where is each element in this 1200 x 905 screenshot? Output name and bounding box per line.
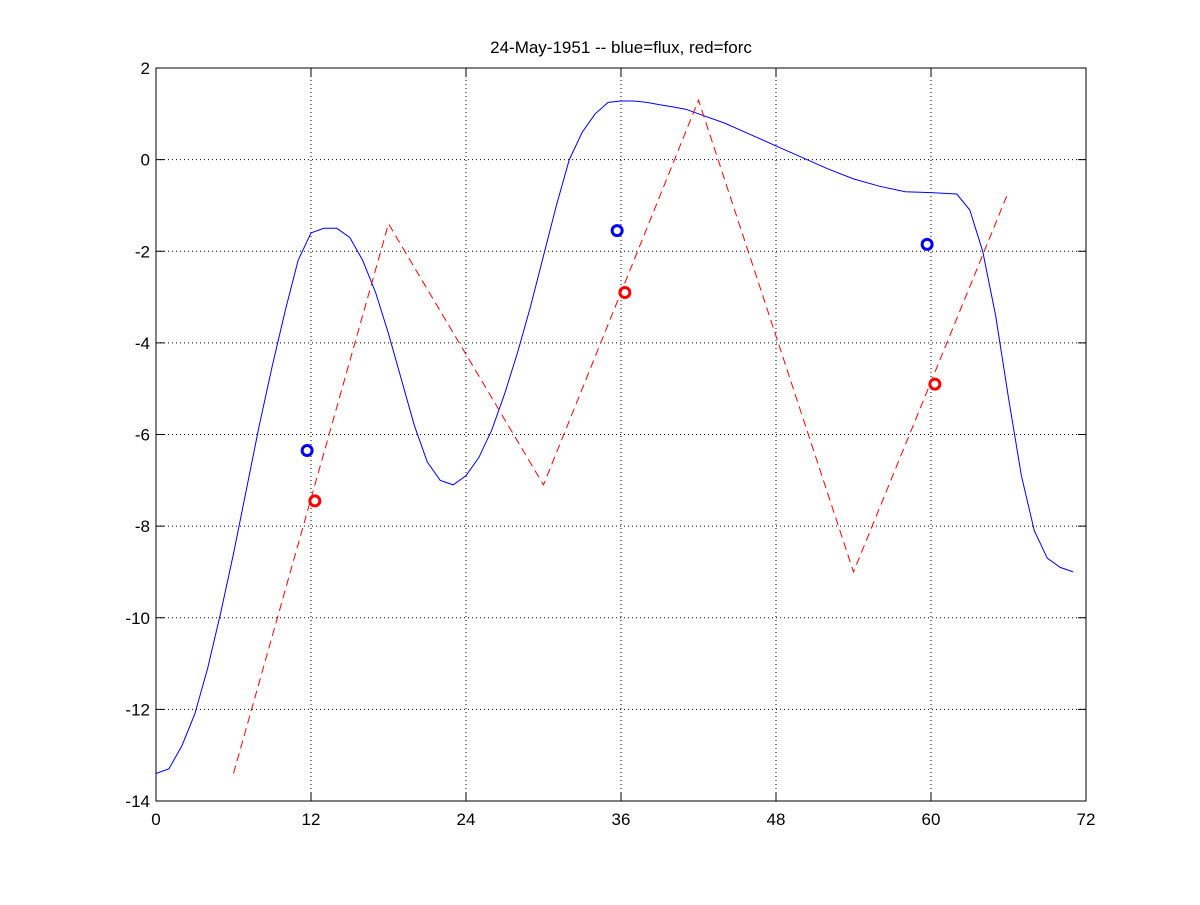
ticks xyxy=(155,67,1087,802)
series-1-marker xyxy=(928,377,942,391)
x-tick-labels: 0 12 24 36 48 60 72 xyxy=(151,810,1095,829)
x-tick-label: 72 xyxy=(1077,810,1096,829)
series-1 xyxy=(233,98,1009,774)
x-tick-label: 12 xyxy=(302,810,321,829)
x-tick-label: 48 xyxy=(767,810,786,829)
y-tick-label: -2 xyxy=(135,242,150,261)
series-layer xyxy=(155,98,1074,774)
y-tick-label: 0 xyxy=(141,151,150,170)
y-tick-label: -10 xyxy=(125,609,150,628)
y-tick-label: -8 xyxy=(135,517,150,536)
x-tick-label: 24 xyxy=(457,810,476,829)
y-tick-label: -6 xyxy=(135,426,150,445)
series-1-marker xyxy=(618,285,632,299)
x-tick-label: 0 xyxy=(151,810,160,829)
x-tick-label: 60 xyxy=(922,810,941,829)
y-tick-label: 2 xyxy=(141,59,150,78)
y-tick-label: -12 xyxy=(125,700,150,719)
series-0-marker xyxy=(610,224,624,238)
y-tick-label: -14 xyxy=(125,792,150,811)
series-0-marker xyxy=(300,444,314,458)
series-1-marker xyxy=(308,494,322,508)
series-0-line xyxy=(155,100,1074,774)
series-0 xyxy=(155,100,1074,774)
series-0-marker xyxy=(920,237,934,251)
chart-title: 24-May-1951 -- blue=flux, red=forc xyxy=(490,38,752,57)
y-tick-label: -4 xyxy=(135,334,150,353)
x-tick-label: 36 xyxy=(612,810,631,829)
y-tick-labels: 2 0 -2 -4 -6 -8 -10 -12 -14 xyxy=(125,59,150,811)
grid xyxy=(156,68,1086,801)
